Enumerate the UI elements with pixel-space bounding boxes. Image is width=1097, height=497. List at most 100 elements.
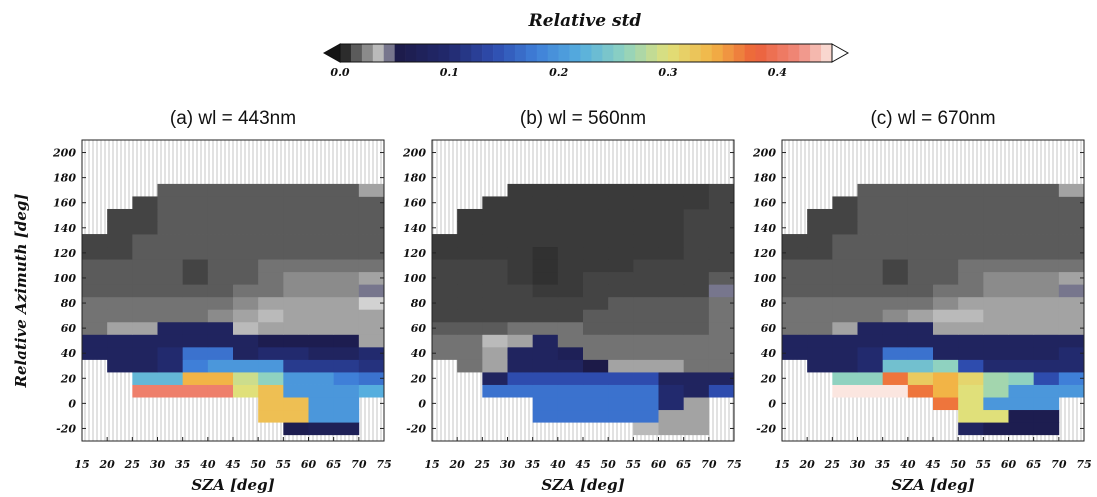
heatmap-cell xyxy=(832,372,858,385)
x-tick-label: 35 xyxy=(525,458,540,471)
heatmap-cell xyxy=(258,208,284,222)
heatmap-cell xyxy=(832,309,858,323)
heatmap-cell xyxy=(683,372,710,385)
heatmap-cell xyxy=(708,309,735,323)
heatmap-cell xyxy=(608,334,634,348)
heatmap-cell xyxy=(157,321,184,335)
heatmap-cell xyxy=(557,246,584,260)
heatmap-cell xyxy=(132,334,158,348)
heatmap-cell xyxy=(857,284,884,298)
colorbar-cell xyxy=(821,44,833,62)
heatmap-cell xyxy=(358,384,385,398)
heatmap-cell xyxy=(557,372,584,385)
heatmap-cell xyxy=(958,422,984,436)
heatmap-cell xyxy=(557,284,584,298)
heatmap-cell xyxy=(1008,296,1035,310)
heatmap-cell xyxy=(958,259,984,273)
heatmap-cell xyxy=(708,284,735,298)
heatmap-cell xyxy=(907,183,934,197)
x-axis-label: SZA [deg] xyxy=(891,476,974,494)
heatmap-cell xyxy=(983,196,1009,210)
heatmap-cell xyxy=(132,208,158,222)
heatmap-cell xyxy=(658,196,685,210)
heatmap-cell xyxy=(507,208,534,222)
heatmap-cell xyxy=(182,334,209,348)
heatmap-cell xyxy=(583,234,609,248)
heatmap-cell xyxy=(457,284,483,298)
heatmap-cell xyxy=(708,221,735,235)
heatmap-cell xyxy=(107,271,133,285)
heatmap-cell xyxy=(583,384,609,398)
heatmap-cell xyxy=(683,359,710,373)
colorbar-cell xyxy=(504,44,516,62)
heatmap-cell xyxy=(683,422,710,436)
heatmap-cell xyxy=(207,346,234,360)
heatmap-cell xyxy=(933,246,959,260)
heatmap-cell xyxy=(82,259,108,273)
heatmap-cell xyxy=(882,372,909,385)
heatmap-cell xyxy=(933,359,959,373)
heatmap-cell xyxy=(832,208,858,222)
heatmap-cell xyxy=(333,196,360,210)
y-axis-label: Relative Azimuth [deg] xyxy=(12,194,30,389)
heatmap-cell xyxy=(907,234,934,248)
heatmap-cell xyxy=(507,246,534,260)
heatmap-cell xyxy=(557,409,584,423)
heatmap-cell xyxy=(258,196,284,210)
heatmap-cell xyxy=(207,359,234,373)
heatmap-cell xyxy=(683,284,710,298)
heatmap-cell xyxy=(358,196,385,210)
heatmap-cell xyxy=(1008,334,1035,348)
heatmap-cell xyxy=(658,334,685,348)
heatmap-cell xyxy=(432,259,458,273)
heatmap-cell xyxy=(658,309,685,323)
y-tick-label: 160 xyxy=(53,197,76,210)
heatmap-cell xyxy=(1008,259,1035,273)
heatmap-cell xyxy=(557,259,584,273)
heatmap-cell xyxy=(1033,296,1060,310)
heatmap-cell xyxy=(708,271,735,285)
heatmap-cell xyxy=(608,372,634,385)
x-tick-label: 65 xyxy=(326,458,341,471)
heatmap-cell xyxy=(557,221,584,235)
heatmap-cell xyxy=(308,196,335,210)
heatmap-cell xyxy=(532,284,559,298)
heatmap-cell xyxy=(1033,309,1060,323)
heatmap-cell xyxy=(258,284,284,298)
heatmap-cell xyxy=(532,334,559,348)
heatmap-cell xyxy=(633,372,659,385)
heatmap-cell xyxy=(207,309,234,323)
heatmap-cell xyxy=(182,259,209,273)
heatmap-cell xyxy=(207,221,234,235)
panel-3: 15 20 25 30 35 40 45 50 55 60 65 70 75 -20 0 20 40 60 80 10… xyxy=(752,108,1092,494)
heatmap-cell xyxy=(532,346,559,360)
heatmap-cell xyxy=(958,397,984,411)
colorbar-min-arrow xyxy=(322,43,341,63)
heatmap-cell xyxy=(958,234,984,248)
heatmap-cell xyxy=(532,259,559,273)
heatmap-cell xyxy=(608,346,634,360)
colorbar-ticks: 0.0 0.1 0.2 0.3 0.4 xyxy=(330,66,786,79)
x-tick-label: 15 xyxy=(774,458,789,471)
heatmap-cell xyxy=(583,208,609,222)
heatmap-cell xyxy=(958,346,984,360)
heatmap-cell xyxy=(807,321,833,335)
y-tick-label: 180 xyxy=(753,172,776,185)
heatmap-cell xyxy=(132,234,158,248)
heatmap-cell xyxy=(983,346,1009,360)
heatmap-cell xyxy=(507,284,534,298)
heatmap-cell xyxy=(958,246,984,260)
heatmap-cell xyxy=(557,183,584,197)
heatmap-cell xyxy=(583,409,609,423)
heatmap-cell xyxy=(857,321,884,335)
heatmap-cell xyxy=(583,372,609,385)
heatmap-cell xyxy=(708,372,735,385)
colorbar-cell xyxy=(525,44,538,62)
heatmap-cell xyxy=(907,346,934,360)
heatmap-cell xyxy=(933,321,959,335)
panel-title: (c) wl = 670nm xyxy=(870,108,995,129)
heatmap-cell xyxy=(933,372,959,385)
heatmap-cell xyxy=(983,271,1009,285)
heatmap-cell xyxy=(708,334,735,348)
heatmap-cell xyxy=(532,309,559,323)
